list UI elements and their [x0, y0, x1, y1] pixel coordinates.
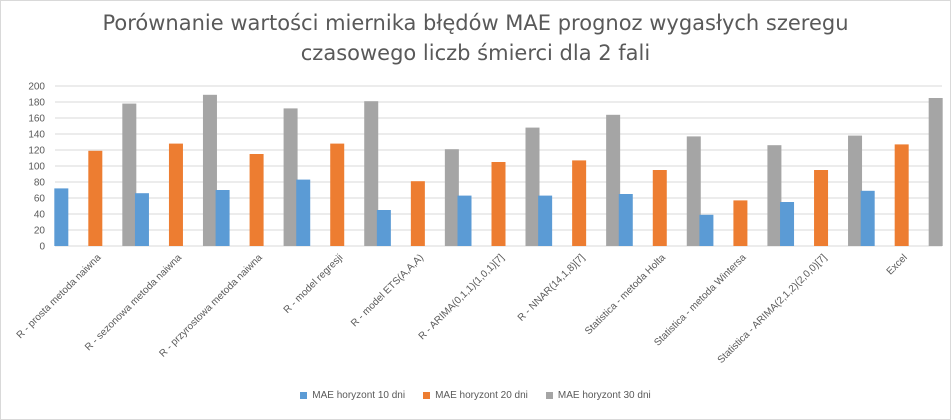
bar-series-2: [491, 162, 506, 246]
bar-series-1: [54, 188, 69, 246]
bar-series-3: [606, 114, 621, 246]
y-tick-label: 60: [34, 194, 46, 205]
bar-series-3: [122, 103, 137, 246]
bar-series-1: [215, 190, 230, 246]
bar-series-2: [733, 200, 748, 246]
bar-series-3: [928, 98, 943, 246]
bar-series-2: [894, 144, 909, 246]
bar-series-3: [525, 127, 540, 246]
bar-series-3: [686, 136, 701, 246]
bar-series-2: [168, 143, 183, 246]
bar-series-1: [860, 190, 875, 246]
legend-item-series-1: MAE horyzont 10 dni: [300, 390, 405, 401]
x-category-label: Excel: [885, 252, 910, 277]
legend-label-series-2: MAE horyzont 20 dni: [435, 390, 528, 401]
y-tick-label: 160: [28, 114, 45, 125]
x-category-label: R - ARIMA(0,1,1)(1,0,1)[7]: [417, 252, 507, 342]
bar-series-2: [330, 143, 345, 246]
legend-swatch-series-3: [545, 392, 553, 399]
legend-item-series-2: MAE horyzont 20 dni: [423, 390, 528, 401]
chart-title-line-1: Porównanie wartości miernika błędów MAE …: [102, 11, 849, 35]
y-tick-label: 40: [34, 210, 46, 221]
x-category-label: R - sezonowa metoda naiwna: [83, 252, 184, 353]
y-tick-label: 140: [28, 130, 45, 141]
chart-title: Porównanie wartości miernika błędów MAE …: [0, 8, 951, 68]
bar-series-2: [249, 154, 264, 246]
bar-series-2: [814, 170, 829, 246]
y-tick-label: 120: [28, 146, 45, 157]
y-tick-label: 20: [34, 226, 46, 237]
chart-title-line-2: czasowego liczb śmierci dla 2 fali: [300, 41, 651, 65]
legend-label-series-3: MAE horyzont 30 dni: [557, 390, 651, 401]
y-tick-label: 0: [39, 242, 45, 253]
bar-series-3: [283, 108, 298, 247]
bar-series-1: [780, 202, 795, 246]
bar-series-3: [848, 135, 863, 246]
legend-swatch-series-1: [300, 392, 308, 399]
x-category-label: R - model ETS(A,A,A): [349, 252, 426, 329]
bar-series-1: [538, 195, 553, 246]
bar-series-1: [296, 179, 311, 246]
y-tick-label: 200: [28, 82, 45, 93]
y-tick-label: 100: [28, 162, 45, 173]
bar-series-2: [572, 160, 587, 246]
bar-series-2: [88, 150, 103, 246]
bar-series-3: [444, 149, 459, 246]
legend-item-series-3: MAE horyzont 30 dni: [545, 390, 651, 401]
bar-series-1: [376, 210, 391, 246]
legend-swatch-series-2: [423, 392, 431, 399]
y-tick-label: 80: [34, 178, 46, 189]
x-category-label: R - NNAR(14,1,8)[7]: [516, 252, 588, 324]
x-category-label: Statistica - metoda Holta: [583, 252, 668, 337]
legend: MAE horyzont 10 dni MAE horyzont 20 dni …: [0, 390, 951, 401]
x-category-label: R - prosta metoda naiwna: [15, 252, 104, 341]
bar-series-1: [618, 194, 633, 246]
bar-series-1: [457, 195, 472, 246]
bar-series-1: [134, 193, 149, 246]
bar-series-3: [202, 94, 217, 246]
bar-series-3: [767, 145, 782, 246]
legend-label-series-1: MAE horyzont 10 dni: [312, 390, 406, 401]
y-tick-label: 180: [28, 98, 45, 109]
bar-series-2: [410, 181, 425, 246]
x-category-label: Statistica - metoda Wintersa: [652, 252, 749, 349]
bar-series-3: [364, 101, 379, 246]
bar-series-1: [699, 214, 714, 246]
x-category-label: R - model regresji: [282, 252, 346, 316]
bar-series-2: [652, 170, 667, 246]
